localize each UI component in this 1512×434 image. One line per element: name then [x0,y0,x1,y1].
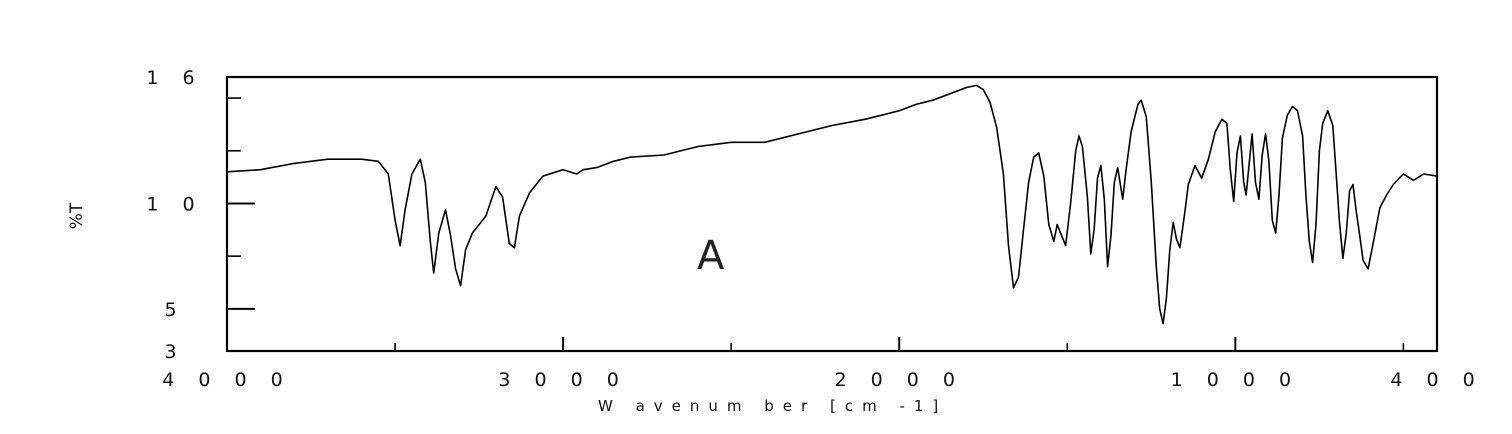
y-tick-label: 3 [164,341,185,363]
y-tick-label: 5 [164,299,185,321]
x-tick-label: 1 0 0 0 [1171,369,1300,391]
x-tick-label: 4 0 0 [1390,369,1483,391]
y-axis-title: %T [67,202,87,229]
x-tick-label: 3 0 0 0 [498,369,627,391]
plot-frame-group [225,75,1439,353]
panel-label: A [697,233,725,279]
axis-ticks-group [226,76,1438,352]
x-axis-title: W avenum ber [cm -1] [598,397,947,415]
x-tick-label: 2 0 0 0 [834,369,963,391]
x-tick-label: 4 0 0 0 [162,369,291,391]
y-tick-label: 1 0 [146,193,203,215]
plot-frame [225,75,1439,353]
y-tick-label: 1 6 [146,67,203,89]
series-line [226,84,1438,325]
tick-labels-group: 3 5 1 0 1 6 4 0 0 0 3 0 0 0 2 0 0 0 1 0 0 0 4 0 … [146,67,1483,391]
